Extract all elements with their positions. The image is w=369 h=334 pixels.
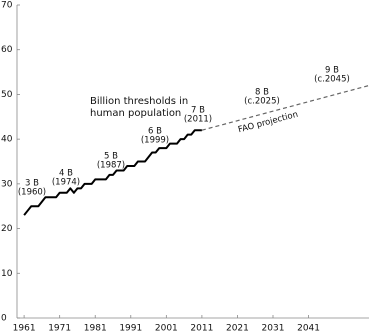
x-tick-label: 2021 — [226, 324, 249, 334]
x-tick-label: 2001 — [155, 324, 178, 334]
y-tick-label: 70 — [1, 1, 13, 11]
note: Billion thresholds in — [90, 96, 188, 107]
y-tick-label: 60 — [1, 45, 13, 55]
annotation-year: (2011) — [184, 115, 212, 125]
annotation-label: 5 B — [104, 152, 118, 162]
x-tick-label: 1991 — [119, 324, 142, 334]
y-tick-label: 30 — [1, 179, 13, 189]
x-tick-label: 1971 — [48, 324, 71, 334]
x-tick-label: 2041 — [297, 324, 320, 334]
annotation-label: 7 B — [191, 106, 205, 116]
annotation-label: 9 B — [325, 66, 339, 76]
y-tick-label: 20 — [1, 224, 13, 234]
y-tick-label: 10 — [1, 269, 13, 279]
annotation-year: (c.2025) — [244, 97, 280, 107]
annotation-year: (1999) — [141, 136, 169, 146]
y-tick-label: 40 — [1, 135, 13, 145]
annotation-year: (1960) — [18, 188, 46, 198]
note: human population — [90, 108, 181, 119]
data-line — [23, 129, 202, 216]
y-tick-label: 50 — [1, 90, 13, 100]
annotation-label: 4 B — [59, 169, 73, 179]
annotation-label: 3 B — [25, 179, 39, 189]
annotation-label: 8 B — [255, 88, 269, 98]
annotation-year: (1987) — [97, 161, 125, 171]
x-tick-label: 1981 — [84, 324, 107, 334]
annotation-year: (1974) — [52, 178, 80, 188]
annotation-year: (c.2045) — [314, 75, 350, 85]
annotation-label: 6 B — [148, 127, 162, 137]
x-tick-label: 2011 — [190, 324, 213, 334]
y-tick-label: 0 — [1, 314, 7, 324]
x-tick-label: 2031 — [262, 324, 285, 334]
projection-label: FAO projection — [237, 110, 299, 136]
x-tick-label: 1961 — [13, 324, 36, 334]
projection-line — [201, 84, 369, 131]
